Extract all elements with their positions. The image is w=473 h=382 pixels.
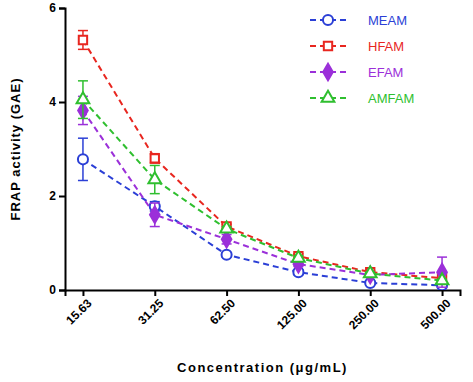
y-axis: 0 2 4 6 — [49, 1, 65, 297]
legend-label: AMFAM — [368, 91, 414, 106]
x-tick-label: 125.00 — [274, 296, 310, 332]
error-bar — [78, 138, 88, 180]
series — [77, 81, 449, 284]
y-tick-label: 0 — [49, 283, 56, 297]
error-bar-cap — [150, 193, 160, 195]
y-tick: 2 — [49, 189, 65, 203]
legend-entry: HFAM — [310, 39, 404, 54]
data-point — [148, 172, 161, 183]
error-bar-cap — [437, 256, 447, 258]
error-bar-cap — [78, 49, 88, 51]
error-bar-cap — [78, 30, 88, 32]
x-tick-label: 500.00 — [418, 296, 454, 332]
error-bar — [78, 31, 88, 50]
x-tick: 250.00 — [346, 290, 382, 332]
series-line — [83, 100, 442, 281]
x-tick-label: 62.50 — [207, 296, 238, 327]
x-tick-mark — [154, 290, 156, 296]
x-tick: 500.00 — [418, 290, 454, 332]
y-tick: 0 — [49, 283, 65, 297]
error-bar-cap — [78, 118, 88, 120]
y-tick: 6 — [49, 1, 65, 15]
data-point — [79, 36, 87, 44]
series-line — [83, 159, 442, 285]
legend-entry: EFAM — [310, 64, 403, 81]
y-tick-mark — [59, 290, 65, 292]
x-axis: 15.63 31.25 62.50 125.00 250.00 500.00 — [63, 290, 460, 332]
y-tick-label: 4 — [49, 95, 56, 109]
x-tick: 15.63 — [63, 290, 94, 327]
y-axis-title: FRAP activity (GAE) — [8, 77, 23, 220]
x-tick: 31.25 — [135, 290, 166, 327]
error-bar-cap — [150, 165, 160, 167]
legend-label: EFAM — [368, 65, 403, 80]
x-tick-label: 31.25 — [135, 296, 166, 327]
x-tick-mark — [442, 290, 444, 296]
y-axis-line — [59, 9, 66, 291]
legend: MEAM HFAM EFAM AMFAM — [310, 13, 414, 106]
chart: 0 2 4 6 15.63 31.25 62.50 125.00 250.00 500.00 Con… — [0, 0, 473, 382]
series — [78, 96, 447, 287]
data-point — [78, 154, 88, 164]
data-point — [364, 266, 377, 277]
error-bar-cap — [437, 286, 447, 288]
series — [78, 138, 447, 290]
error-bar-cap — [78, 137, 88, 139]
x-tick: 125.00 — [274, 290, 310, 332]
legend-symbol — [323, 64, 333, 81]
series — [78, 31, 447, 283]
data-point — [151, 154, 159, 162]
legend-entry: MEAM — [310, 13, 407, 28]
data-point — [150, 206, 160, 223]
legend-label: HFAM — [368, 39, 404, 54]
data-point — [77, 92, 90, 103]
y-tick-label: 2 — [49, 189, 56, 203]
y-tick: 4 — [49, 95, 65, 109]
x-tick: 62.50 — [207, 290, 238, 327]
error-bar-cap — [78, 80, 88, 82]
data-point — [292, 251, 305, 262]
x-tick-mark — [82, 290, 84, 296]
legend-entry: AMFAM — [310, 91, 414, 106]
legend-symbol — [323, 15, 333, 25]
plot-area — [77, 31, 449, 290]
x-axis-line — [66, 291, 461, 297]
data-point — [436, 273, 449, 284]
x-tick-label: 250.00 — [346, 296, 382, 332]
legend-symbol — [322, 91, 335, 102]
y-tick-mark — [59, 102, 65, 104]
y-tick-mark — [59, 196, 65, 198]
x-axis-title: Concentration (μg/mL) — [177, 360, 348, 375]
x-tick-mark — [226, 290, 228, 296]
legend-label: MEAM — [368, 13, 407, 28]
data-point — [220, 222, 233, 233]
error-bar-cap — [150, 202, 160, 204]
series-line — [83, 110, 442, 275]
data-point — [222, 250, 232, 260]
x-tick-mark — [370, 290, 372, 296]
error-bar — [150, 154, 160, 163]
error-bar-cap — [78, 180, 88, 182]
error-bar-cap — [150, 226, 160, 228]
y-tick-mark — [59, 8, 65, 10]
legend-symbol — [324, 42, 332, 50]
x-tick-label: 15.63 — [63, 296, 94, 327]
error-bar-cap — [78, 124, 88, 126]
y-tick-label: 6 — [49, 1, 56, 15]
x-tick-mark — [298, 290, 300, 296]
error-bar — [150, 203, 160, 227]
